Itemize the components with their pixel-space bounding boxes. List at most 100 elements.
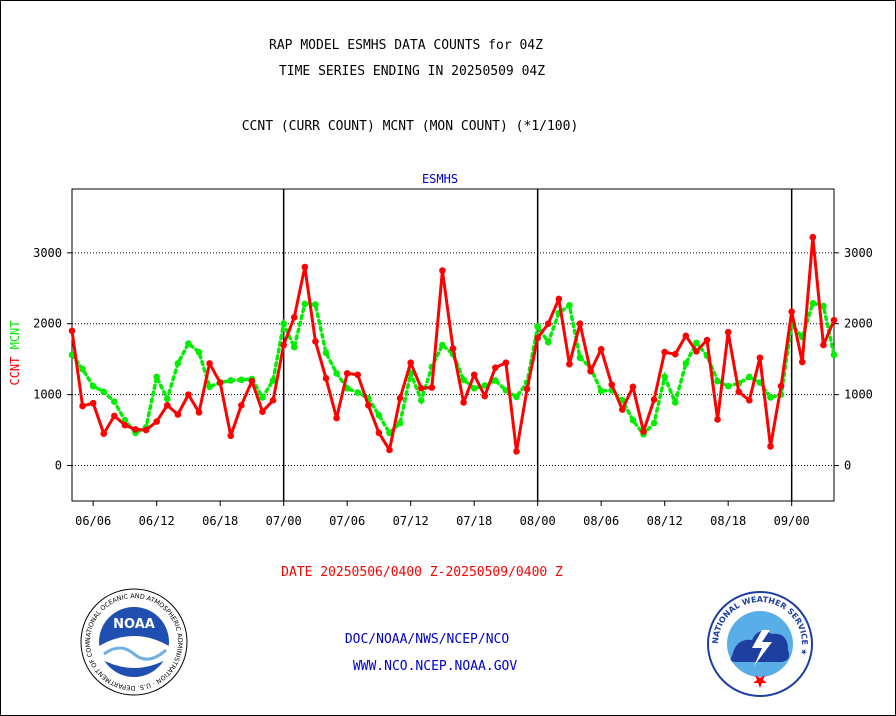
data-point-ccnt	[111, 412, 118, 420]
data-point-ccnt	[365, 401, 372, 409]
data-point-ccnt	[290, 314, 298, 321]
data-point-ccnt	[227, 432, 235, 440]
data-point-mcnt	[322, 349, 330, 357]
data-point-ccnt	[312, 338, 319, 345]
data-point-mcnt	[153, 373, 160, 381]
data-point-mcnt	[460, 376, 467, 384]
data-point-ccnt	[132, 426, 139, 433]
data-point-ccnt	[661, 348, 668, 356]
data-point-ccnt	[79, 402, 86, 410]
data-point-ccnt	[597, 345, 605, 353]
y-axis-label-gap	[8, 349, 22, 356]
date-range-label: DATE 20250506/0400 Z-20250509/0400 Z	[281, 565, 563, 580]
data-point-mcnt	[809, 299, 817, 307]
data-point-mcnt	[301, 300, 309, 308]
panel-title: ESMHS	[422, 172, 458, 186]
data-point-ccnt	[248, 377, 256, 385]
data-point-ccnt	[809, 233, 817, 241]
data-point-mcnt	[333, 370, 340, 377]
y-axis-label-mcnt: MCNT	[8, 320, 22, 349]
data-point-mcnt	[89, 382, 97, 390]
data-point-ccnt	[798, 358, 806, 366]
data-point-ccnt	[449, 345, 457, 352]
data-point-ccnt	[206, 360, 213, 367]
data-point-ccnt	[502, 359, 510, 367]
data-point-ccnt	[682, 332, 690, 340]
data-point-mcnt	[576, 354, 584, 362]
x-tick-label: 06/12	[139, 514, 175, 528]
x-tick-label: 06/06	[75, 514, 111, 528]
data-point-ccnt	[343, 370, 351, 377]
data-point-mcnt	[195, 348, 203, 356]
data-point-ccnt	[671, 350, 679, 358]
data-point-ccnt	[640, 428, 647, 435]
data-point-mcnt	[492, 377, 499, 384]
data-point-ccnt	[587, 367, 594, 375]
y-axis-label: CCNT MCNT	[8, 320, 22, 385]
data-point-ccnt	[280, 341, 287, 349]
data-point-ccnt	[333, 414, 340, 422]
data-point-mcnt	[312, 301, 319, 308]
y-tick-label-right: 2000	[844, 317, 873, 331]
data-point-mcnt	[481, 382, 489, 389]
data-point-ccnt	[238, 401, 245, 409]
data-point-ccnt	[407, 359, 414, 367]
data-point-ccnt	[544, 320, 552, 328]
x-tick-label: 08/12	[647, 514, 683, 528]
data-point-mcnt	[396, 419, 404, 427]
data-point-ccnt	[523, 385, 531, 393]
y-tick-label-left: 0	[55, 459, 62, 473]
data-point-ccnt	[439, 267, 446, 274]
data-point-mcnt	[185, 340, 192, 347]
data-point-ccnt	[322, 375, 330, 382]
data-point-ccnt	[195, 409, 203, 416]
data-point-ccnt	[153, 418, 160, 425]
data-point-ccnt	[608, 381, 616, 389]
data-point-mcnt	[534, 323, 541, 330]
x-tick-label: 08/06	[583, 514, 619, 528]
noaa-logo: NATIONAL OCEANIC AND ATMOSPHERIC ADMINIS…	[80, 588, 188, 696]
data-point-mcnt	[714, 377, 721, 385]
data-point-ccnt	[576, 320, 584, 328]
y-tick-label-right: 3000	[844, 246, 873, 260]
data-point-ccnt	[216, 379, 224, 386]
data-point-mcnt	[650, 419, 658, 427]
x-tick-label: 08/00	[520, 514, 556, 528]
data-point-ccnt	[396, 394, 404, 402]
time-series-chart: 0 0 1000 1000 2000 2000 3000 3000 06/06 06/12 06/1…	[8, 172, 873, 528]
data-point-mcnt	[269, 377, 277, 384]
data-point-ccnt	[269, 397, 277, 404]
chart-subtitle: CCNT (CURR COUNT) MCNT (MON COUNT) (*1/1…	[241, 119, 579, 134]
chart-title-line1: RAP MODEL ESMHS DATA COUNTS for 04Z	[269, 38, 543, 53]
data-point-ccnt	[89, 399, 97, 407]
data-point-ccnt	[629, 383, 637, 391]
x-tick-label: 08/18	[710, 514, 746, 528]
data-point-mcnt	[597, 387, 605, 395]
data-point-ccnt	[513, 448, 520, 455]
data-point-ccnt	[619, 406, 626, 413]
data-point-mcnt	[830, 351, 838, 359]
data-point-mcnt	[439, 341, 446, 349]
data-point-ccnt	[470, 371, 478, 379]
data-point-ccnt	[788, 308, 795, 315]
data-point-mcnt	[470, 384, 478, 392]
data-point-ccnt	[375, 429, 383, 437]
data-point-ccnt	[714, 416, 721, 423]
data-point-ccnt	[777, 382, 785, 390]
data-point-ccnt	[555, 295, 563, 303]
x-tick-label: 07/06	[329, 514, 365, 528]
data-point-ccnt	[354, 371, 362, 379]
data-point-mcnt	[100, 388, 108, 396]
data-point-ccnt	[460, 399, 467, 406]
data-point-mcnt	[259, 394, 266, 401]
y-tick-label-left: 3000	[33, 246, 62, 260]
data-point-mcnt	[724, 382, 732, 390]
data-point-ccnt	[259, 408, 266, 415]
data-point-mcnt	[174, 360, 182, 367]
data-point-ccnt	[830, 316, 838, 324]
series-line-mcnt	[70, 301, 836, 438]
y-axis-label-ccnt: CCNT	[8, 357, 22, 386]
x-tick-label: 07/00	[266, 514, 302, 528]
org-path-label: DOC/NOAA/NWS/NCEP/NCO	[344, 632, 510, 647]
data-point-mcnt	[163, 395, 171, 403]
